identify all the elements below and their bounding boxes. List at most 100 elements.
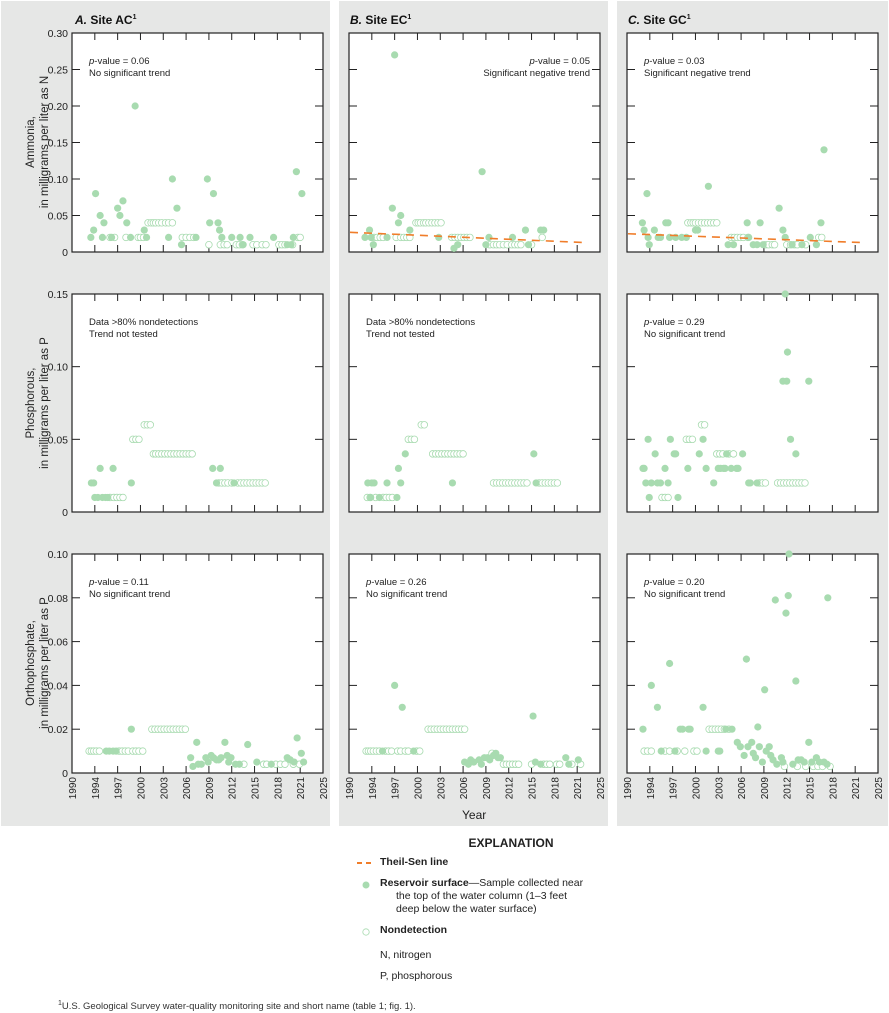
sample-point — [289, 233, 297, 241]
sample-point — [532, 479, 540, 487]
nondetection-point — [801, 479, 809, 487]
sample-point — [779, 226, 787, 234]
x-tick-label: 2021 — [573, 777, 584, 800]
sample-point — [530, 450, 538, 458]
sample-point — [823, 760, 831, 768]
sample-point — [765, 743, 773, 751]
sample-point — [90, 479, 98, 487]
nondetection-point — [681, 747, 689, 755]
sample-point — [773, 760, 781, 768]
sample-point — [361, 233, 369, 241]
sample-point — [397, 211, 405, 220]
sample-point — [686, 725, 694, 733]
sample-point — [650, 226, 658, 234]
x-tick-label: 1990 — [68, 777, 79, 800]
y-tick-label: 0.05 — [48, 434, 69, 446]
sample-point — [239, 241, 247, 249]
sample-point — [496, 754, 504, 762]
annotation-line-2: Significant negative trend — [644, 68, 751, 79]
y-tick-label: 0.10 — [48, 362, 69, 374]
x-tick-label: 1994 — [91, 777, 102, 800]
nondetection-point — [119, 493, 127, 502]
nondetection-point — [181, 725, 190, 733]
sample-point — [805, 377, 813, 385]
sample-point — [104, 493, 112, 502]
sample-point — [290, 758, 298, 766]
annotation-line-2: No significant trend — [366, 589, 447, 600]
sample-point — [477, 760, 485, 768]
nondetection-point — [514, 760, 523, 768]
sample-point — [775, 204, 783, 212]
sample-point — [665, 659, 674, 668]
sample-point — [746, 479, 754, 487]
sample-point — [671, 747, 679, 755]
sample-point — [743, 219, 751, 227]
x-tick-label: 1997 — [669, 777, 680, 800]
sample-point — [393, 493, 401, 502]
y-tick-label: 0.25 — [48, 65, 69, 77]
nondetection-point — [770, 240, 779, 249]
sample-point — [383, 233, 391, 241]
sample-point — [87, 233, 95, 241]
sample-point — [723, 450, 731, 458]
sample-point — [218, 233, 226, 241]
sample-point — [643, 190, 651, 198]
sample-point — [702, 747, 710, 755]
sample-point — [365, 226, 374, 234]
x-tick-label: 2000 — [413, 777, 424, 800]
sample-point — [736, 743, 744, 751]
nondetection-point — [555, 760, 564, 768]
sample-point — [817, 219, 825, 227]
legend-item-reservoir-surface: Reservoir surface—Sample collected near … — [356, 877, 676, 916]
sample-point — [771, 596, 779, 604]
y-tick-label: 0.15 — [48, 138, 69, 150]
sample-point — [753, 241, 761, 249]
x-tick-label: 2006 — [459, 777, 470, 800]
x-tick-label: 2015 — [528, 777, 539, 800]
annotation-line-2: Trend not tested — [366, 329, 435, 340]
x-tick-label: 1990 — [623, 777, 634, 800]
sample-point — [761, 686, 769, 694]
annotation-line-2: No significant trend — [89, 68, 170, 79]
sample-point — [529, 712, 537, 720]
sample-point — [702, 464, 710, 472]
x-tick-label: 2012 — [505, 777, 516, 800]
sample-point — [142, 233, 151, 241]
sample-point — [808, 758, 816, 766]
sample-point — [785, 550, 793, 558]
x-tick-label: 2000 — [136, 777, 147, 800]
sample-point — [758, 758, 766, 766]
sample-point — [123, 219, 131, 227]
sample-point — [193, 738, 201, 746]
sample-point — [727, 464, 735, 472]
sample-point — [375, 493, 384, 502]
nondetection-point — [761, 479, 770, 487]
nondetection-point — [688, 435, 697, 444]
sample-point — [406, 226, 414, 234]
nondetection-point — [261, 479, 269, 487]
x-tick-label: 2009 — [205, 777, 216, 800]
sample-point — [98, 233, 107, 241]
sample-point — [644, 435, 652, 443]
sample-point — [742, 655, 751, 663]
sample-point — [227, 754, 235, 762]
sample-point — [292, 168, 300, 176]
sample-point — [482, 241, 490, 249]
sample-point — [235, 760, 243, 768]
legend: EXPLANATION Theil-Sen line Reservoir sur… — [356, 836, 676, 991]
sample-point — [739, 450, 747, 458]
sample-point — [209, 464, 217, 472]
sample-point — [246, 233, 254, 241]
sample-point — [644, 233, 652, 241]
plot-B_ortho: 1990 1994 1997 2000 2003 2006 2009 2012 2015 2018… — [345, 553, 607, 800]
sample-point — [684, 464, 692, 472]
nondetection-point — [205, 240, 213, 249]
sample-point — [388, 204, 396, 212]
sample-point — [699, 435, 707, 443]
sample-point — [812, 241, 820, 249]
